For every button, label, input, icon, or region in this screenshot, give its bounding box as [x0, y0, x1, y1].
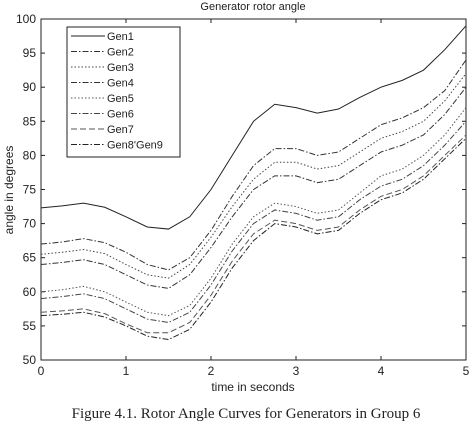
legend-label: Gen7	[107, 124, 134, 136]
series-line	[40, 120, 467, 324]
series-line	[40, 25, 467, 230]
legend-label: Gen5	[107, 93, 134, 105]
legend-label: Gen8'Gen9	[107, 140, 163, 152]
y-tick-label: 85	[23, 114, 37, 128]
y-tick-label: 95	[23, 46, 37, 60]
series-line	[40, 107, 467, 317]
x-tick-label: 3	[293, 364, 300, 378]
x-axis-label: time in seconds	[211, 380, 294, 394]
series-line	[40, 137, 467, 341]
y-tick-label: 60	[23, 285, 37, 299]
y-tick-label: 55	[23, 319, 37, 333]
legend-label: Gen4	[107, 78, 134, 90]
y-tick-label: 70	[23, 217, 37, 231]
x-tick-label: 0	[38, 364, 45, 378]
chart-title: Generator rotor angle	[200, 1, 305, 13]
x-tick-label: 5	[463, 364, 470, 378]
legend-label: Gen2	[107, 47, 134, 59]
x-tick-label: 4	[378, 364, 385, 378]
legend-label: Gen1	[107, 31, 134, 43]
legend-box	[66, 26, 181, 158]
y-tick-label: 80	[23, 148, 37, 162]
x-tick-label: 1	[123, 364, 130, 378]
series-line	[40, 134, 467, 334]
x-tick-label: 2	[208, 364, 215, 378]
y-tick-label: 50	[23, 353, 37, 367]
y-axis-label: angle in degrees	[2, 146, 16, 235]
legend-label: Gen6	[107, 109, 134, 121]
y-tick-label: 75	[23, 183, 37, 197]
y-tick-label: 90	[23, 80, 37, 94]
series-line	[40, 59, 467, 271]
y-tick-label: 65	[23, 251, 37, 265]
figure-caption: Figure 4.1. Rotor Angle Curves for Gener…	[72, 406, 421, 421]
legend-label: Gen3	[107, 62, 134, 74]
series-line	[40, 86, 467, 289]
y-tick-label: 100	[16, 12, 36, 26]
